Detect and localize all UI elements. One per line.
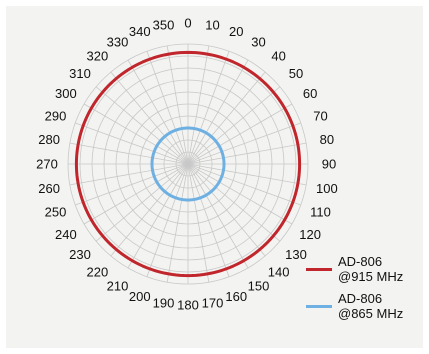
grid-spoke	[187, 163, 210, 283]
angle-tick-label: 290	[45, 108, 67, 123]
angle-tick-label: 240	[55, 227, 77, 242]
legend-label-915-line2: @915 MHz	[338, 269, 404, 284]
angle-tick-label: 170	[202, 295, 224, 310]
grid-spoke	[187, 163, 249, 269]
legend: AD-806 @915 MHz AD-806 @865 MHz	[306, 254, 423, 328]
grid-spoke	[187, 163, 281, 242]
grid-spoke	[95, 86, 189, 165]
angle-tick-label: 220	[87, 265, 109, 280]
grid-spoke	[187, 59, 249, 165]
angle-tick-label: 150	[248, 279, 270, 294]
grid-spoke	[83, 103, 189, 165]
series-layer	[74, 50, 302, 278]
angle-tick-label: 330	[107, 34, 129, 49]
legend-label-915: AD-806 @915 MHz	[338, 254, 403, 284]
grid-spoke	[187, 45, 210, 165]
angle-tick-label: 80	[320, 132, 334, 147]
angle-tick-label: 0	[184, 16, 191, 31]
angle-tick-label: 60	[303, 86, 317, 101]
grid-spoke	[187, 163, 301, 206]
angle-tick-label: 200	[129, 289, 151, 304]
legend-item-915: AD-806 @915 MHz	[306, 254, 423, 284]
legend-label-865-line1: AD-806	[338, 291, 383, 306]
angle-tick-label: 280	[38, 132, 60, 147]
angle-tick-label: 230	[69, 247, 91, 262]
grid-spoke	[69, 142, 189, 165]
grid-spoke	[110, 71, 189, 165]
angle-tick-label: 190	[153, 295, 175, 310]
grid-spoke	[146, 51, 189, 165]
legend-item-865: AD-806 @865 MHz	[306, 291, 423, 321]
grid-spoke	[83, 163, 189, 225]
grid-spoke	[187, 163, 293, 225]
grid-spoke	[187, 163, 307, 186]
grid-spoke	[187, 142, 307, 165]
series-line-1	[150, 126, 226, 202]
angle-tick-label: 100	[316, 181, 338, 196]
grid-spoke	[187, 103, 293, 165]
angle-tick-label: 210	[107, 279, 129, 294]
grid-spoke	[146, 163, 189, 277]
angle-tick-label: 270	[36, 157, 58, 172]
grid-spokes	[68, 44, 308, 284]
angle-tick-label: 340	[129, 24, 151, 39]
angle-tick-label: 350	[153, 18, 175, 33]
grid-spoke	[69, 163, 189, 186]
grid-spoke	[110, 163, 189, 257]
legend-swatch-865	[306, 304, 332, 308]
legend-label-865-line2: @865 MHz	[338, 306, 404, 321]
grid-spoke	[75, 163, 189, 206]
grid-spoke	[187, 122, 301, 165]
grid-spoke	[166, 45, 189, 165]
grid-spoke	[187, 71, 266, 165]
grid-spoke	[187, 163, 266, 257]
angle-tick-label: 20	[229, 24, 243, 39]
grid-spoke	[127, 59, 189, 165]
grid-spoke	[187, 86, 281, 165]
grid-spoke	[187, 163, 230, 277]
grid-spoke	[95, 163, 189, 242]
series-line-0	[74, 50, 302, 278]
angle-tick-label: 70	[313, 108, 327, 123]
angle-tick-label: 320	[87, 48, 109, 63]
grid-spoke	[127, 163, 189, 269]
angle-tick-label: 140	[268, 265, 290, 280]
angle-tick-label: 120	[299, 227, 321, 242]
angle-tick-label: 300	[55, 86, 77, 101]
legend-label-915-line1: AD-806	[338, 254, 383, 269]
angle-tick-label: 10	[205, 18, 219, 33]
angle-tick-label: 180	[177, 298, 199, 313]
angle-tick-label: 50	[289, 66, 303, 81]
angle-tick-label: 130	[285, 247, 307, 262]
angle-tick-label: 110	[310, 205, 331, 220]
angle-tick-label: 160	[225, 289, 247, 304]
angle-tick-label: 260	[38, 181, 60, 196]
grid-spoke	[187, 51, 230, 165]
angle-tick-label: 40	[271, 48, 285, 63]
grid-spoke	[75, 122, 189, 165]
grid-spoke	[166, 163, 189, 283]
legend-label-865: AD-806 @865 MHz	[338, 291, 403, 321]
angle-tick-label: 310	[69, 66, 91, 81]
chart-panel	[6, 6, 423, 348]
angle-tick-label: 90	[322, 157, 336, 172]
legend-swatch-915	[306, 267, 332, 271]
angle-tick-label: 250	[45, 205, 67, 220]
angle-tick-label: 30	[251, 34, 265, 49]
